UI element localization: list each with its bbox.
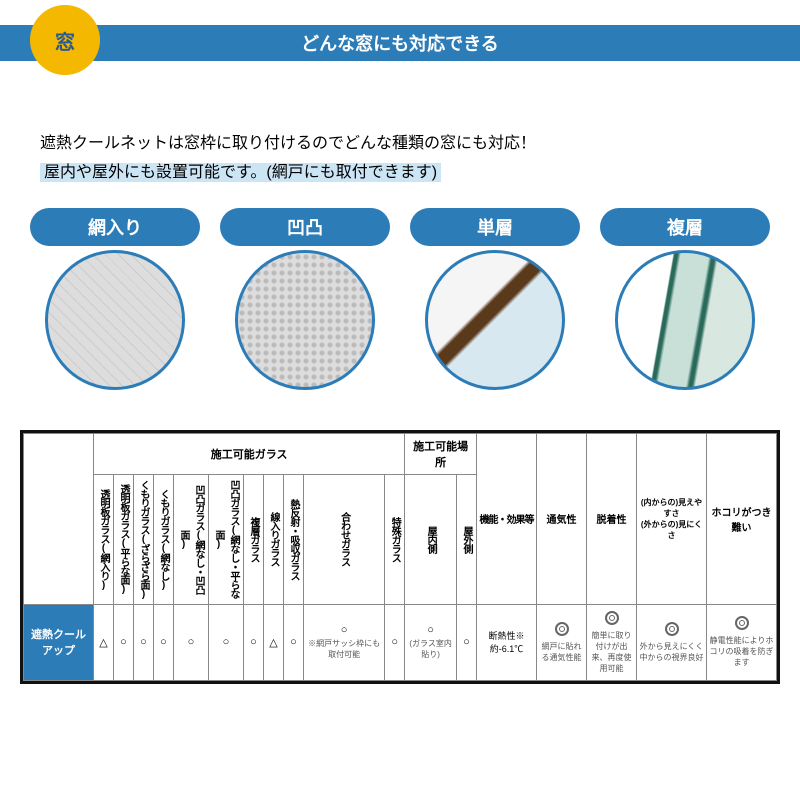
glass-val: ○ — [385, 604, 405, 680]
window-types: 網入り凹凸単層複層 — [20, 208, 780, 390]
place-val: ○ — [456, 604, 476, 680]
col-f2: 脱着性 — [587, 433, 637, 604]
glass-col: 透明板ガラス(網入り) — [94, 474, 114, 604]
func-val: 簡単に取り付けが出来、再度使用可能 — [587, 604, 637, 680]
header: 窓 どんな窓にも対応できる — [0, 10, 800, 70]
header-title: どんな窓にも対応できる — [0, 25, 800, 61]
place-val: ○(ガラス室内貼り) — [405, 604, 457, 680]
window-type: 網入り — [30, 208, 200, 390]
col-f3: (内からの)見えやすさ (外からの)見にくさ — [637, 433, 707, 604]
row-label: 遮熱クールアップ — [24, 604, 94, 680]
type-label: 網入り — [30, 208, 200, 246]
glass-col: 線入りガラス — [264, 474, 284, 604]
col-f1: 通気性 — [537, 433, 587, 604]
type-image — [45, 250, 185, 390]
circle-icon — [555, 622, 569, 636]
intro-line2: 屋内や屋外にも設置可能です。(網戸にも取付できます) — [40, 163, 441, 182]
window-type: 単層 — [410, 208, 580, 390]
glass-col: 凹凸ガラス(網なし・凹凸面) — [174, 474, 209, 604]
glass-col: 合わせガラス — [304, 474, 385, 604]
circle-icon — [665, 622, 679, 636]
glass-val: ○ — [134, 604, 154, 680]
glass-val: ○※網戸サッシ枠にも取付可能 — [304, 604, 385, 680]
spec-table: 施工可能ガラス 施工可能場所 機能・効果等 通気性 脱着性 (内からの)見えやす… — [20, 430, 780, 684]
col-group-place: 施工可能場所 — [405, 433, 477, 474]
type-image — [235, 250, 375, 390]
glass-col: 特殊ガラス — [385, 474, 405, 604]
glass-col: くもりガラス(ざらざら面) — [134, 474, 154, 604]
intro-text: 遮熱クールネットは窓枠に取り付けるのでどんな種類の窓にも対応！ 屋内や屋外にも設… — [40, 130, 760, 188]
glass-col: 凹凸ガラス(網なし・平らな面) — [209, 474, 244, 604]
circle-icon — [735, 616, 749, 630]
func-val: 外から見えにくく中からの視界良好 — [637, 604, 707, 680]
func-val: 網戸に貼れる通気性能 — [537, 604, 587, 680]
func-val: 静電性能によりホコリの吸着を防ぎます — [707, 604, 777, 680]
glass-col: 透明板ガラス(平らな面) — [114, 474, 134, 604]
func-head-val: 断熱性※ 約-6.1℃ — [477, 604, 537, 680]
glass-val: ○ — [244, 604, 264, 680]
window-type: 複層 — [600, 208, 770, 390]
circle-icon — [605, 611, 619, 625]
type-image — [425, 250, 565, 390]
section-badge: 窓 — [30, 5, 100, 75]
type-image — [615, 250, 755, 390]
glass-val: △ — [264, 604, 284, 680]
glass-val: ○ — [284, 604, 304, 680]
window-type: 凹凸 — [220, 208, 390, 390]
col-group-glass: 施工可能ガラス — [94, 433, 405, 474]
glass-col: 複層ガラス — [244, 474, 264, 604]
glass-val: △ — [94, 604, 114, 680]
glass-val: ○ — [209, 604, 244, 680]
type-label: 凹凸 — [220, 208, 390, 246]
glass-val: ○ — [174, 604, 209, 680]
place-col: 屋外側 — [456, 474, 476, 604]
glass-val: ○ — [154, 604, 174, 680]
glass-val: ○ — [114, 604, 134, 680]
type-label: 複層 — [600, 208, 770, 246]
glass-col: 熱反射・吸収ガラス — [284, 474, 304, 604]
intro-line1: 遮熱クールネットは窓枠に取り付けるのでどんな種類の窓にも対応！ — [40, 130, 760, 159]
type-label: 単層 — [410, 208, 580, 246]
glass-col: くもりガラス(網なし) — [154, 474, 174, 604]
col-f4: ホコリがつき難い — [707, 433, 777, 604]
col-func: 機能・効果等 — [477, 433, 537, 604]
place-col: 屋内側 — [405, 474, 457, 604]
